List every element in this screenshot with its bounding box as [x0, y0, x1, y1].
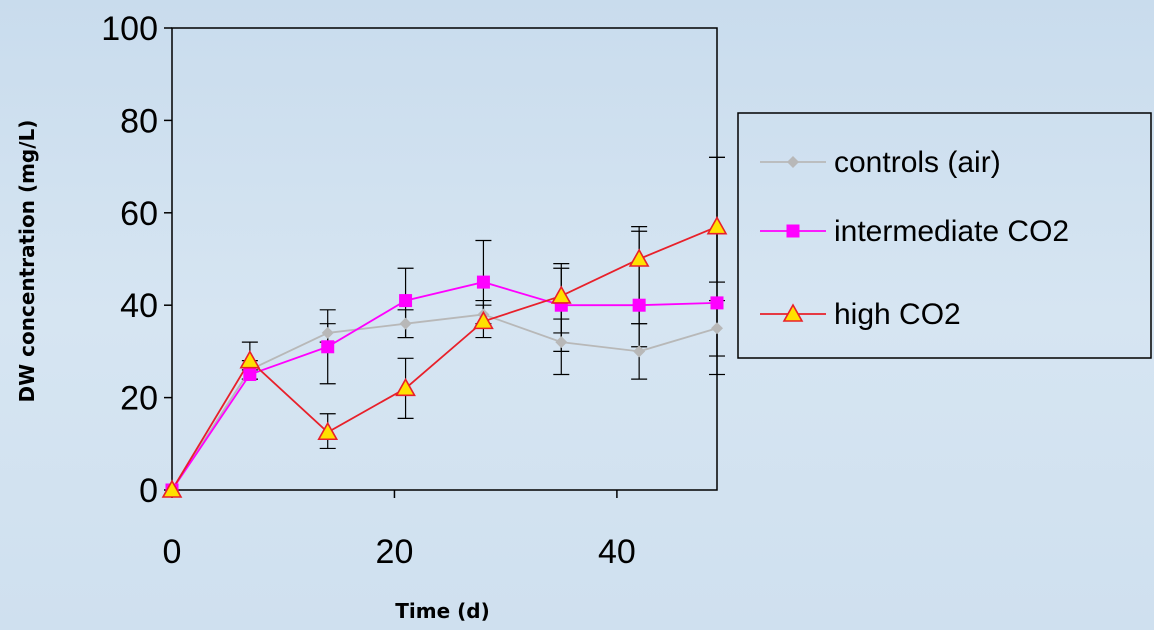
data-point [161, 479, 183, 498]
y-axis-title: DW concentration (mg/L) [15, 120, 39, 403]
error-bars [241, 156, 725, 450]
y-tick-label: 20 [120, 380, 158, 418]
legend-label: controls (air) [834, 146, 1001, 179]
x-axis-ticks: 0 20 40 [163, 490, 636, 571]
data-point [321, 326, 334, 339]
data-point [782, 303, 804, 322]
legend-label: high CO2 [834, 298, 961, 331]
series-markers [161, 216, 728, 498]
y-axis-ticks: 0 20 40 60 80 100 [101, 10, 172, 510]
data-point [399, 294, 413, 308]
data-point [710, 296, 724, 310]
data-point [473, 310, 494, 330]
data-point [711, 322, 723, 335]
data-point [628, 248, 650, 267]
data-point [550, 285, 572, 304]
data-point [243, 368, 257, 381]
series-line [171, 225, 718, 491]
y-tick-label: 100 [101, 10, 158, 48]
data-point [476, 275, 490, 289]
series-lines [171, 225, 718, 491]
data-point [321, 340, 335, 354]
x-tick-label: 20 [376, 533, 414, 571]
data-point [786, 224, 800, 238]
data-point [239, 350, 261, 369]
x-axis-title: Time (d) [395, 599, 489, 623]
y-tick-label: 0 [139, 472, 158, 510]
data-point [633, 345, 646, 358]
legend: controls (air) intermediate CO2 high CO2 [737, 112, 1152, 359]
y-tick-label: 80 [120, 102, 158, 140]
data-point [632, 298, 646, 312]
x-tick-label: 0 [163, 533, 182, 571]
data-point [706, 216, 728, 235]
series-line [171, 281, 718, 491]
data-point [399, 317, 412, 330]
data-point [787, 156, 799, 168]
legend-label: intermediate CO2 [834, 215, 1069, 248]
legend-box [737, 112, 1152, 359]
data-point [395, 377, 416, 397]
data-point [317, 421, 339, 441]
y-tick-label: 40 [120, 287, 158, 325]
series-line [171, 313, 718, 491]
x-tick-label: 40 [598, 533, 636, 571]
y-tick-label: 60 [120, 195, 158, 233]
data-point [555, 336, 568, 349]
